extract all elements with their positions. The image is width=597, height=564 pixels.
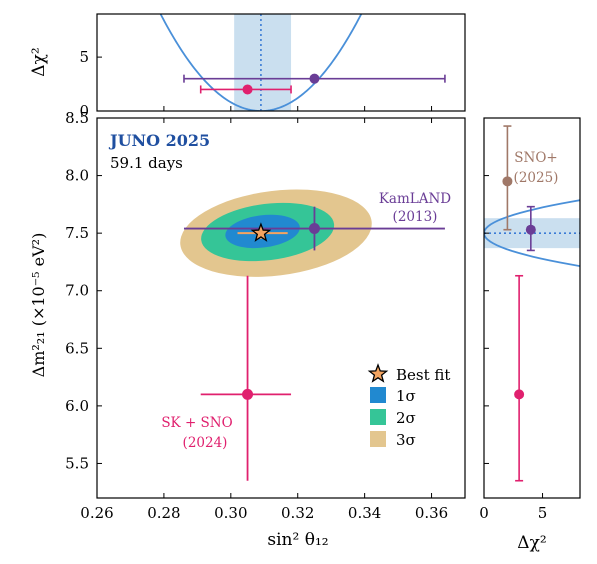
main-ytick-label: 7.5 <box>65 224 89 242</box>
legend-3sigma-swatch <box>370 431 386 447</box>
legend-2sigma-label: 2σ <box>396 409 416 427</box>
main-xtick-label: 0.28 <box>147 504 180 522</box>
right-xtick-label: 5 <box>538 504 548 522</box>
main-ytick-label: 6.0 <box>65 397 89 415</box>
kamland-label: KamLAND <box>379 191 451 207</box>
top-sigma-band <box>234 14 292 111</box>
main-panel: 0.26 0.28 0.30 0.32 0.34 0.36 5.5 6.0 6.5 7.0 7.5… <box>29 109 466 550</box>
main-ytick-label: 7.0 <box>65 282 89 300</box>
top-ytick-label: 5 <box>79 48 89 66</box>
kamland-year: (2013) <box>393 209 438 225</box>
main-xtick-label: 0.34 <box>348 504 381 522</box>
main-x-axis-label: sin² θ₁₂ <box>267 530 328 550</box>
right-kamland-point <box>525 224 536 235</box>
main-y-axis-label: Δm²₂₁ (×10⁻⁵ eV²) <box>29 233 48 378</box>
right-sno--point <box>502 176 513 187</box>
sk-sno-label: SK + SNO <box>161 415 232 431</box>
sno-plus-year: (2025) <box>514 170 559 186</box>
main-ytick-label: 5.5 <box>65 454 89 472</box>
top-experiment-points <box>183 73 446 95</box>
main-ytick-label: 8.0 <box>65 167 89 185</box>
sk-sno-year: (2024) <box>183 435 228 451</box>
main-x-ticks: 0.26 0.28 0.30 0.32 0.34 0.36 <box>80 118 448 522</box>
top-band-rect <box>234 14 292 111</box>
legend-3sigma-label: 3σ <box>396 431 416 449</box>
top-y-ticks: 05 <box>79 48 102 120</box>
chart-title: JUNO 2025 <box>108 131 210 150</box>
top-kamland-point <box>309 73 320 84</box>
right-sk-sno-point <box>514 389 525 400</box>
legend-1sigma-swatch <box>370 387 386 403</box>
main-xtick-label: 0.26 <box>80 504 113 522</box>
top-panel-frame <box>96 13 466 112</box>
legend-star-shape <box>367 363 389 383</box>
main-xtick-label: 0.30 <box>214 504 247 522</box>
experiment-error-bars <box>183 206 445 481</box>
legend-1sigma-label: 1σ <box>396 387 416 405</box>
right-experiment-points <box>502 125 536 482</box>
right-y-ticks <box>484 117 489 464</box>
best-fit-star <box>250 222 272 242</box>
right-xtick-label: 0 <box>479 504 489 522</box>
top-x-ticks <box>96 106 433 111</box>
legend: Best fit 1σ 2σ 3σ <box>367 363 450 449</box>
sno-plus-label: SNO+ <box>514 150 557 166</box>
main-ytick-label: 6.5 <box>65 339 89 357</box>
legend-2sigma-swatch <box>370 409 386 425</box>
main-xtick-label: 0.32 <box>281 504 314 522</box>
legend-best-fit-label: Best fit <box>396 366 450 384</box>
main-xtick-label: 0.36 <box>415 504 448 522</box>
sk-sno-point <box>242 388 254 400</box>
top-sk-sno-point <box>242 84 253 95</box>
right-panel-frame <box>483 117 581 499</box>
main-panel-frame <box>96 117 466 499</box>
main-y-ticks: 5.5 6.0 6.5 7.0 7.5 8.0 8.5 <box>65 109 102 472</box>
top-chi2-parabola <box>159 14 363 111</box>
legend-best-fit-star <box>367 363 389 383</box>
kamland-point <box>308 223 320 235</box>
top-ytick-label: 0 <box>79 102 89 120</box>
chart-subtitle: 59.1 days <box>110 154 183 172</box>
best-fit-marker <box>237 222 288 242</box>
top-panel: 05 Δχ² <box>29 13 466 120</box>
top-y-axis-label: Δχ² <box>29 47 49 76</box>
main-ytick-label: 8.5 <box>65 109 89 127</box>
right-x-axis-label: Δχ² <box>517 533 546 553</box>
